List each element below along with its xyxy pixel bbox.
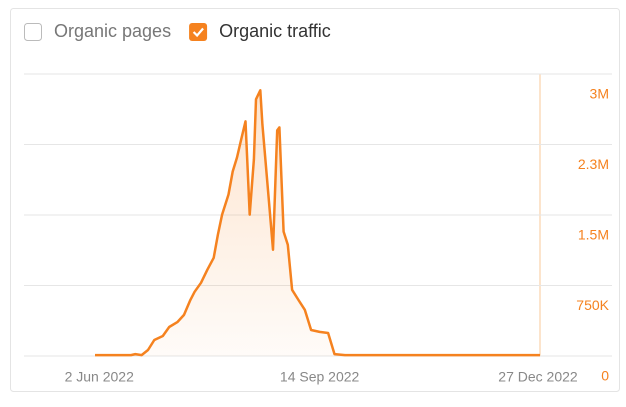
area-fill <box>95 90 540 357</box>
y-tick-label: 750K <box>576 297 609 313</box>
legend-checkbox[interactable] <box>24 23 42 41</box>
y-tick-label: 2.3M <box>578 156 609 172</box>
check-mark <box>192 27 204 38</box>
y-tick-label: 0 <box>601 368 609 384</box>
legend-label[interactable]: Organic pages <box>54 21 171 41</box>
y-tick-label: 3M <box>590 86 609 102</box>
x-tick-label: 2 Jun 2022 <box>65 369 134 385</box>
x-tick-label: 14 Sep 2022 <box>280 369 360 385</box>
series-line <box>95 89 540 357</box>
card-border <box>10 8 620 392</box>
x-tick-label: 27 Dec 2022 <box>498 369 578 385</box>
legend-checkbox[interactable] <box>189 23 208 41</box>
legend-label[interactable]: Organic traffic <box>219 21 331 41</box>
y-tick-label: 1.5M <box>578 227 609 243</box>
